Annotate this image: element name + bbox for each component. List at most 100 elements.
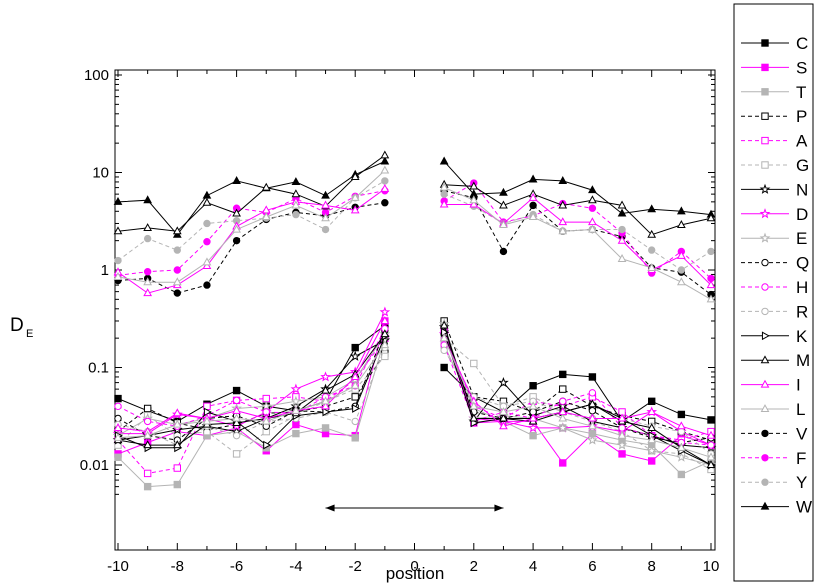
data-point: [706, 452, 716, 461]
data-point: [648, 397, 656, 406]
data-point: [588, 373, 597, 381]
series-line: [444, 190, 712, 295]
series-line: [443, 332, 712, 441]
data-point: [263, 440, 272, 450]
data-point: [380, 340, 390, 349]
data-point: [439, 182, 449, 191]
data-point: [381, 352, 389, 361]
data-point: [528, 413, 538, 422]
data-point: [143, 430, 153, 439]
x-tick-label: 4: [529, 558, 537, 575]
data-point: [291, 177, 301, 186]
data-point: [143, 234, 152, 243]
legend-label: P: [796, 107, 807, 126]
data-point: [617, 200, 627, 209]
legend-label: T: [796, 83, 806, 102]
y-axis-title: D: [10, 315, 24, 336]
legend-marker: [761, 331, 770, 341]
data-point: [647, 423, 657, 431]
data-point: [351, 417, 359, 426]
legend-label: R: [796, 302, 808, 321]
data-point: [232, 396, 241, 405]
legend-item-K: K: [741, 327, 808, 346]
data-point: [114, 402, 122, 410]
series-line: [443, 333, 712, 446]
data-point: [499, 200, 508, 209]
series-line: [443, 337, 712, 437]
data-point: [261, 182, 271, 191]
series-line: [117, 356, 386, 455]
data-point: [469, 195, 479, 204]
data-point: [439, 320, 449, 329]
legend-label: W: [796, 498, 812, 517]
legend-marker: [761, 307, 769, 316]
legend-item-H: H: [741, 278, 808, 297]
data-point: [143, 288, 153, 297]
x-tick-label: 6: [588, 558, 596, 575]
series-line: [117, 347, 386, 446]
series-line: [117, 344, 386, 439]
data-point: [707, 441, 715, 449]
data-point: [529, 382, 537, 390]
legend-item-D: D: [741, 205, 808, 224]
legend-marker: [759, 232, 771, 243]
data-point: [676, 277, 686, 286]
series-line: [117, 202, 385, 294]
data-point: [469, 413, 479, 422]
series-line: [444, 184, 712, 236]
data-point: [173, 289, 182, 297]
legend-marker: [760, 355, 770, 364]
legend-marker: [761, 112, 769, 120]
data-point: [173, 464, 182, 472]
x-tick-label: -6: [230, 558, 243, 575]
data-point: [113, 432, 123, 441]
annotation-layer: [325, 504, 504, 512]
data-point: [232, 176, 241, 184]
series-line: [443, 326, 712, 449]
data-point: [232, 236, 241, 245]
series-line: [117, 160, 386, 236]
data-point: [469, 199, 479, 208]
series-line: [443, 333, 712, 444]
data-point: [528, 401, 538, 410]
legend-item-E: E: [741, 229, 807, 248]
data-point: [350, 380, 360, 389]
legend-box: [733, 3, 814, 582]
data-point: [290, 383, 302, 394]
data-point: [588, 204, 597, 212]
series-line: [443, 323, 712, 466]
series-line: [117, 170, 386, 283]
data-point: [351, 393, 359, 401]
legend-item-T: T: [741, 83, 806, 102]
series-L: [113, 333, 716, 461]
data-point: [588, 407, 597, 415]
data-point: [646, 445, 658, 456]
data-point: [350, 192, 360, 201]
data-point: [439, 333, 449, 342]
data-point: [114, 256, 122, 265]
data-point: [232, 418, 241, 427]
legend-marker: [761, 454, 769, 462]
data-point: [321, 200, 330, 209]
data-point: [707, 416, 715, 424]
data-point: [173, 480, 182, 489]
data-point: [113, 196, 123, 205]
data-point: [676, 451, 687, 462]
data-point: [618, 450, 626, 458]
data-point: [439, 156, 449, 165]
data-point: [647, 204, 657, 213]
legend-label: V: [796, 424, 808, 443]
data-point: [676, 220, 686, 228]
legend-marker: [760, 404, 770, 413]
data-point: [706, 430, 716, 439]
series-line: [117, 337, 386, 488]
data-point: [232, 413, 241, 422]
data-point: [290, 395, 302, 406]
series-I: [113, 316, 716, 439]
data-point: [261, 416, 271, 425]
data-point: [113, 226, 123, 235]
data-point: [676, 250, 686, 259]
data-point: [232, 224, 241, 233]
data-point: [648, 457, 656, 465]
x-tick-label: -10: [107, 558, 129, 575]
